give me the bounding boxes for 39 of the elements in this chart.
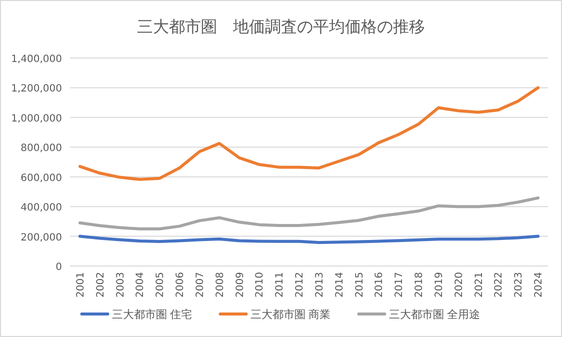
x-tick-label: 2003	[115, 272, 126, 298]
legend-label: 三大都市圏 商業	[250, 308, 331, 321]
x-tick-label: 2008	[214, 272, 226, 298]
chart-title: 三大都市圏 地価調査の平均価格の推移	[137, 17, 425, 36]
x-tick-label: 2010	[254, 272, 266, 298]
x-tick-label: 2023	[514, 272, 525, 298]
x-tick-label: 2014	[334, 272, 346, 298]
x-tick-label: 2004	[135, 272, 146, 298]
x-tick-label: 2020	[454, 272, 465, 298]
x-tick-label: 2016	[374, 272, 386, 298]
y-tick-label: 1,200,000	[11, 84, 62, 95]
x-tick-label: 2013	[314, 272, 326, 298]
x-tick-label: 2019	[434, 272, 445, 298]
line-series	[78, 86, 540, 181]
x-tick-label: 2024	[534, 272, 545, 298]
line-series	[78, 196, 540, 230]
y-tick-label: 200,000	[20, 232, 62, 244]
x-tick-label: 2018	[414, 272, 426, 298]
x-tick-label: 2015	[354, 272, 366, 298]
x-tick-label: 2012	[294, 272, 306, 298]
y-tick-label: 800,000	[20, 143, 62, 154]
y-tick-label: 1,400,000	[11, 54, 62, 65]
x-tick-label: 2011	[274, 272, 286, 298]
y-tick-label: 1,000,000	[11, 113, 62, 124]
x-tick-label: 2001	[75, 272, 86, 298]
y-tick-label: 400,000	[20, 202, 62, 214]
x-tick-label: 2022	[494, 272, 505, 298]
x-tick-label: 2017	[394, 272, 406, 298]
y-tick-label: 0	[56, 262, 62, 273]
x-tick-label: 2005	[155, 272, 166, 298]
x-tick-label: 2021	[474, 272, 485, 298]
x-tick-label: 2009	[234, 272, 246, 298]
legend-label: 三大都市圏 住宅	[112, 308, 192, 321]
line-series	[78, 234, 540, 244]
legend-label: 三大都市圏 全用途	[388, 308, 480, 321]
x-tick-label: 2002	[95, 272, 106, 298]
y-tick-label: 600,000	[20, 172, 62, 184]
x-tick-label: 2006	[175, 272, 186, 298]
x-tick-label: 2007	[194, 272, 206, 298]
